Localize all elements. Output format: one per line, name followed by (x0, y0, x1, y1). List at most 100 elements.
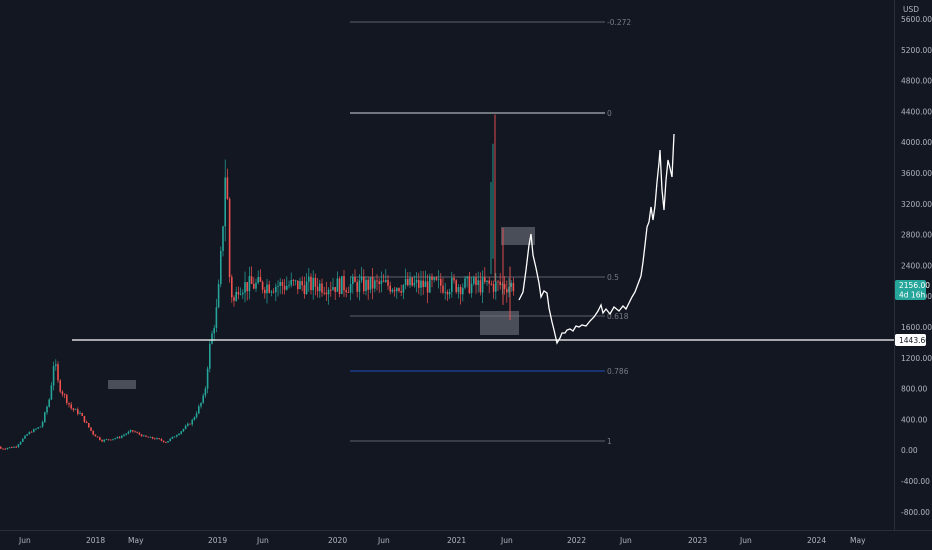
candle-body (462, 287, 464, 295)
price-axis-tick-label: 2800.00 (901, 231, 932, 240)
candle-body (228, 198, 231, 278)
candle-body (451, 277, 453, 293)
candle-body (512, 282, 515, 292)
last-price-tag: 2156.00 4d 16h (895, 280, 930, 300)
candle-body (114, 438, 116, 440)
candle-body (81, 413, 83, 416)
price-axis-tick-label: 800.00 (901, 385, 927, 394)
candle-body (481, 277, 484, 293)
candle-body (323, 292, 325, 294)
candle-body (35, 428, 37, 430)
candle-body (292, 280, 295, 282)
candle-body (257, 277, 259, 283)
candle-body (50, 385, 53, 400)
candle-body (19, 441, 22, 445)
candle-body (248, 276, 251, 292)
candle-body (453, 277, 455, 281)
candle-body (184, 425, 187, 429)
candle-body (297, 280, 299, 290)
candle-body (200, 402, 202, 407)
price-axis-tick-label: -800.00 (901, 508, 930, 517)
price-axis-tick-label: 3600.00 (901, 169, 932, 178)
candle-body (15, 446, 17, 448)
candle-body (455, 280, 457, 293)
candle-body (259, 277, 262, 282)
candle-body (433, 277, 435, 280)
horizontal-level-tag: 1443.60 (895, 334, 930, 346)
candle-body (202, 395, 204, 403)
candle-body (459, 287, 462, 295)
time-axis[interactable]: Jun 2018 May 2019 Jun 2020 Jun 2021 Jun 2022 Jun 20… (18, 536, 866, 545)
candle-body (352, 277, 354, 285)
candle-body (396, 288, 398, 292)
candle-body (407, 278, 409, 286)
candle-body (83, 415, 86, 422)
fib-retracement[interactable]: -0.272 0 0.5 0.618 0.786 1 (350, 18, 631, 446)
candle-body (215, 307, 218, 329)
candle-body (112, 438, 114, 440)
candle-body (347, 292, 350, 293)
candle-body (497, 281, 499, 283)
candle-body (127, 431, 130, 434)
candle-body (374, 280, 376, 289)
candle-body (486, 280, 488, 282)
candle-body (136, 432, 138, 433)
time-axis-tick-label: Jun (739, 536, 752, 545)
candle-body (173, 436, 176, 438)
highlight-box-2018[interactable] (108, 380, 136, 389)
candle-body (440, 278, 442, 286)
candle-body (11, 447, 13, 449)
candle-body (94, 434, 97, 437)
time-axis-tick-label: May (128, 536, 144, 545)
candle-body (182, 428, 185, 432)
candle-body (125, 433, 127, 435)
candle-body (275, 286, 277, 293)
candle-body (4, 448, 6, 450)
candle-body (129, 430, 132, 432)
price-axis-tick-label: 4000.00 (901, 138, 932, 147)
candle-body (28, 431, 31, 435)
time-axis-tick-label: Jun (18, 536, 31, 545)
candle-body (299, 281, 301, 290)
candle-body (484, 277, 486, 282)
currency-label: USD (903, 5, 919, 14)
time-axis-tick-label: 2019 (208, 536, 227, 545)
candle-body (8, 447, 11, 449)
candle-body (343, 276, 345, 291)
time-axis-tick-label: Jun (377, 536, 390, 545)
candle-body (341, 276, 343, 294)
candle-body (167, 441, 169, 443)
candle-body (26, 434, 28, 436)
candle-body (488, 280, 490, 284)
candle-body (294, 280, 297, 282)
candle-body (492, 283, 495, 292)
candle-body (437, 278, 440, 280)
candle-body (261, 281, 264, 290)
candle-body (336, 278, 339, 292)
candle-body (143, 435, 145, 437)
candle-body (68, 402, 70, 405)
candle-body (495, 281, 497, 292)
price-axis-tick-label: 1600.00 (901, 323, 932, 332)
projection-path[interactable] (518, 133, 675, 345)
time-axis-tick-label: Jun (500, 536, 513, 545)
candle-body (334, 287, 336, 292)
candle-body (213, 328, 215, 334)
price-axis-tick-label: 4800.00 (901, 77, 932, 86)
candle-body (99, 437, 101, 441)
candle-body (385, 279, 387, 282)
candle-body (13, 446, 15, 448)
candle-body (424, 281, 427, 288)
candle-body (171, 436, 174, 439)
candle-body (442, 285, 444, 293)
highlight-box-resistance[interactable] (501, 227, 535, 245)
candle-body (371, 276, 374, 289)
candle-body (107, 439, 110, 441)
highlight-box-support[interactable] (480, 311, 519, 335)
candle-body (57, 364, 59, 381)
time-axis-tick-label: 2021 (447, 536, 466, 545)
candle-body (55, 364, 57, 367)
price-axis-tick-label: 400.00 (901, 415, 927, 424)
candle-body (404, 278, 407, 285)
